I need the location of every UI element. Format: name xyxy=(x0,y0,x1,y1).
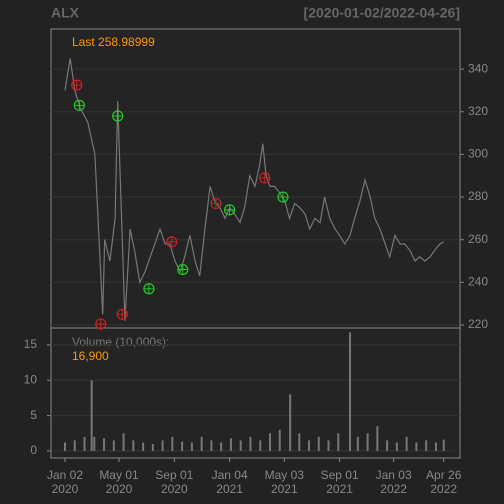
volume-bar xyxy=(442,439,445,451)
y2-tick-label: 0 xyxy=(30,443,37,457)
volume-bar xyxy=(356,436,359,451)
x-tick-label: Jan 02 2020 xyxy=(47,468,83,496)
volume-bar xyxy=(220,442,223,451)
y-tick-label: 340 xyxy=(468,61,488,75)
last-price: Last 258.98999 xyxy=(72,35,155,49)
y2-tick-label: 10 xyxy=(24,372,38,386)
sell-marker xyxy=(95,318,107,330)
price-line xyxy=(64,58,444,321)
volume-bar xyxy=(376,426,379,451)
date-range: [2020-01-02/2022-04-26] xyxy=(304,5,460,21)
buy-marker xyxy=(73,99,85,111)
volume-bar xyxy=(83,436,86,451)
volume-label: Volume (10,000s): xyxy=(72,335,169,349)
y-tick-label: 240 xyxy=(468,275,488,289)
volume-bar xyxy=(161,440,164,451)
volume-bar xyxy=(425,440,428,451)
volume-bar xyxy=(386,440,389,451)
volume-bar xyxy=(434,442,437,451)
volume-bar xyxy=(73,440,76,451)
volume-bar xyxy=(103,438,106,451)
volume-bar xyxy=(308,440,311,451)
x-tick-label: May 01 2020 xyxy=(99,468,139,496)
volume-bar xyxy=(122,433,125,451)
volume-bar xyxy=(289,394,292,451)
volume-bar xyxy=(239,440,242,451)
volume-bar xyxy=(366,433,369,451)
volume-bar xyxy=(229,438,232,451)
x-tick-label: Jan 04 2021 xyxy=(212,468,248,496)
x-tick-label: Apr 26 2022 xyxy=(426,468,462,496)
volume-bar xyxy=(259,440,262,451)
sell-marker xyxy=(71,79,83,91)
buy-marker xyxy=(143,283,155,295)
volume-bar xyxy=(90,380,93,451)
y-tick-label: 260 xyxy=(468,232,488,246)
volume-bar xyxy=(210,440,213,451)
plot-frame xyxy=(50,28,461,459)
y-tick-label: 320 xyxy=(468,104,488,118)
volume-bar xyxy=(200,436,203,451)
volume-bar xyxy=(268,433,271,451)
volume-bar xyxy=(93,436,96,451)
volume-bar xyxy=(181,441,184,451)
sell-marker xyxy=(116,308,128,320)
buy-marker xyxy=(112,110,124,122)
volume-bar xyxy=(132,440,135,451)
volume-bar xyxy=(337,433,340,451)
volume-bar xyxy=(171,436,174,451)
volume-bar xyxy=(278,429,281,451)
volume-bar xyxy=(298,433,301,451)
buy-marker xyxy=(224,204,236,216)
y-tick-label: 220 xyxy=(468,317,488,331)
x-tick-label: Sep 01 2021 xyxy=(321,468,359,496)
volume-bar xyxy=(63,442,66,451)
volume-bar xyxy=(249,436,252,451)
sell-marker xyxy=(210,197,222,210)
y2-tick-label: 5 xyxy=(30,408,37,422)
volume-bar xyxy=(395,442,398,451)
sell-marker xyxy=(259,172,271,184)
volume-bar xyxy=(327,440,330,451)
buy-marker xyxy=(177,263,189,276)
volume-bar xyxy=(405,436,408,451)
volume-bar xyxy=(349,332,352,451)
volume-bar xyxy=(151,443,154,451)
volume-bar xyxy=(415,442,418,451)
volume-bar xyxy=(190,442,193,451)
x-tick-label: Jan 03 2022 xyxy=(376,468,412,496)
buy-marker xyxy=(277,191,289,203)
chart-title: ALX xyxy=(51,5,80,21)
volume-last: 16,900 xyxy=(72,349,109,363)
volume-bar xyxy=(112,440,115,451)
x-tick-label: Sep 01 2020 xyxy=(155,468,193,496)
y-tick-label: 300 xyxy=(468,147,488,161)
volume-bar xyxy=(142,442,145,451)
y2-tick-label: 15 xyxy=(24,337,38,351)
x-tick-label: May 03 2021 xyxy=(265,468,305,496)
volume-bar xyxy=(317,436,320,451)
y-tick-label: 280 xyxy=(468,189,488,203)
sell-marker xyxy=(166,236,178,248)
